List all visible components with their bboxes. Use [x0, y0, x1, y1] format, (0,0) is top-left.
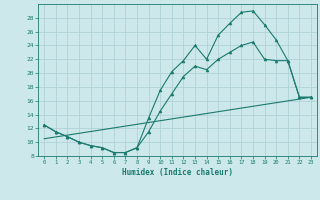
X-axis label: Humidex (Indice chaleur): Humidex (Indice chaleur): [122, 168, 233, 177]
